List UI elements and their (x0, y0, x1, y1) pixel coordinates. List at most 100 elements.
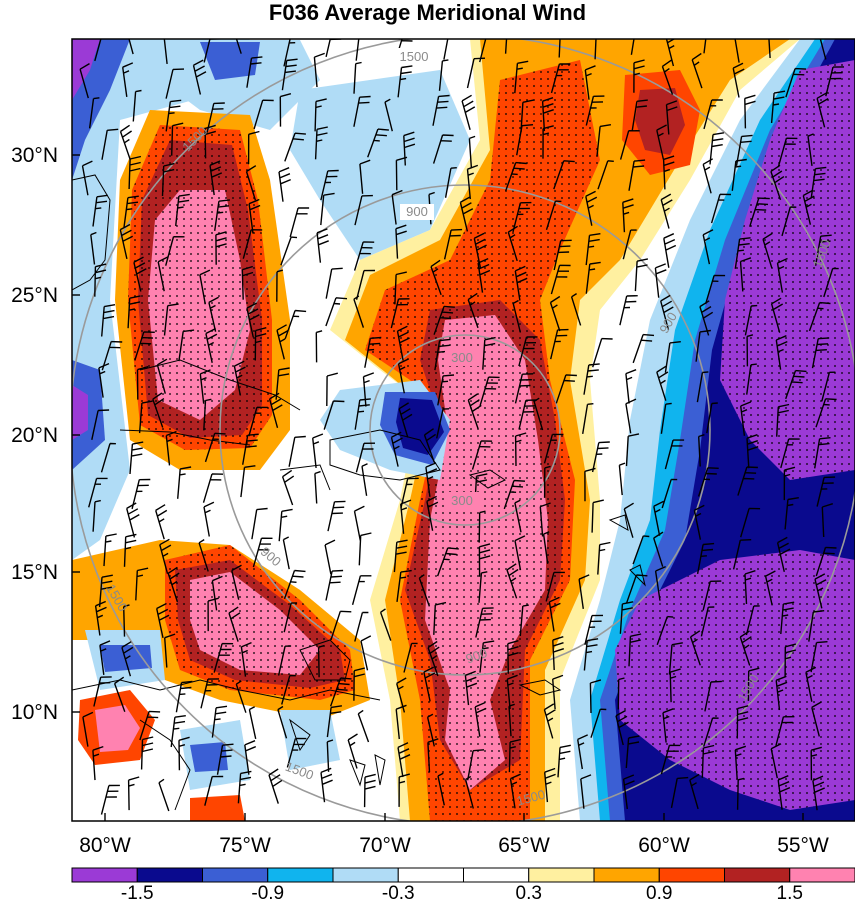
wind-barb (780, 438, 800, 469)
shade-neg-bl-blobs (85, 630, 340, 790)
wind-barb (706, 402, 718, 434)
wind-barb (286, 737, 307, 768)
wind-barb (315, 330, 323, 363)
wind-barb (622, 198, 634, 233)
wind-barb (776, 403, 790, 437)
wind-barb (92, 499, 101, 532)
wind-barb (123, 604, 130, 637)
wind-barb (423, 428, 436, 464)
wind-barb (622, 229, 637, 260)
wind-barb (353, 295, 365, 328)
wind-barb (127, 776, 140, 811)
wind-barb (665, 100, 678, 135)
lon-label: 55°W (777, 834, 829, 857)
wind-barb (597, 541, 611, 575)
wind-barb (503, 479, 526, 510)
colorbar-label: 1.5 (777, 883, 803, 900)
wind-barb (79, 62, 90, 99)
wind-barb (775, 335, 788, 370)
wind-barb (103, 533, 117, 567)
wind-barb (660, 193, 673, 229)
wind-barb (98, 574, 113, 608)
wind-barb (245, 165, 257, 201)
wind-barb (670, 776, 689, 809)
colorbar-label: 0.9 (646, 883, 672, 900)
lat-label: 25°N (11, 284, 58, 307)
wind-barb (518, 399, 537, 430)
wind-barb (418, 574, 431, 607)
wind-barb (461, 94, 476, 130)
wind-barb (279, 93, 292, 127)
wind-barb (390, 431, 403, 467)
wind-barb (276, 269, 283, 302)
wind-barb (734, 39, 740, 63)
wind-barb (816, 92, 829, 128)
wind-barb (467, 292, 479, 329)
wind-barb (696, 371, 709, 403)
wind-barb (543, 433, 564, 464)
wind-barb (426, 495, 439, 531)
wind-barb (783, 466, 796, 501)
wind-barb (152, 392, 165, 428)
wind-barb (558, 39, 561, 58)
wind-barb (736, 705, 749, 739)
wind-barb (204, 432, 226, 463)
wind-barb (632, 333, 655, 364)
wind-barb (395, 156, 408, 191)
shade-neg-top-blobs (150, 40, 320, 130)
wind-barb (777, 137, 798, 168)
wind-barb (634, 258, 649, 292)
wind-barb (204, 124, 216, 159)
wind-barb (468, 135, 476, 169)
wind-barb (213, 642, 234, 673)
wind-barb (215, 231, 227, 265)
wind-barb (444, 167, 457, 198)
wind-barb (619, 130, 640, 160)
wind-barb (785, 67, 807, 98)
wind-barb (358, 532, 372, 566)
wind-barb (240, 465, 256, 498)
range-ring-label-300-top: 300 (451, 350, 473, 365)
wind-barb (781, 206, 797, 237)
wind-barb (464, 670, 478, 706)
wind-barb (628, 633, 642, 667)
wind-barb (811, 701, 822, 737)
wind-barb (736, 777, 745, 810)
wind-barb (403, 642, 418, 673)
wind-barb (284, 309, 307, 340)
shade-neg-left-light (72, 39, 250, 560)
wind-barb (542, 125, 554, 159)
wind-barb (246, 56, 263, 88)
wind-barb (281, 58, 298, 91)
colorbar: -1.5 -0.9 -0.3 0.3 0.9 1.5 (71, 867, 855, 900)
range-ring-300 (369, 334, 561, 526)
wind-barb (164, 633, 176, 668)
wind-barb (228, 606, 241, 642)
wind-barb (136, 366, 149, 400)
wind-barb (506, 674, 518, 710)
wind-barb (354, 194, 373, 226)
wind-barb (802, 189, 815, 225)
wind-barb (660, 294, 674, 331)
colorbar-swatch (202, 867, 269, 883)
wind-barb (171, 122, 184, 156)
wind-barb (126, 502, 140, 538)
wind-barb (123, 533, 137, 567)
wind-barb (815, 546, 837, 577)
wind-barb (312, 433, 324, 468)
wind-barb (395, 39, 413, 59)
wind-barb (739, 257, 752, 292)
wind-barb (698, 434, 705, 467)
wind-barb (544, 767, 556, 803)
wind-barb (625, 574, 648, 604)
wind-barb (252, 537, 273, 568)
wind-barb (702, 158, 714, 194)
wind-barb (316, 228, 329, 263)
wind-barb (812, 775, 825, 811)
wind-barb (165, 99, 182, 132)
wind-barb (805, 666, 817, 702)
wind-barb (281, 469, 295, 506)
lon-label: 80°W (79, 834, 131, 857)
wind-barb (477, 257, 491, 293)
